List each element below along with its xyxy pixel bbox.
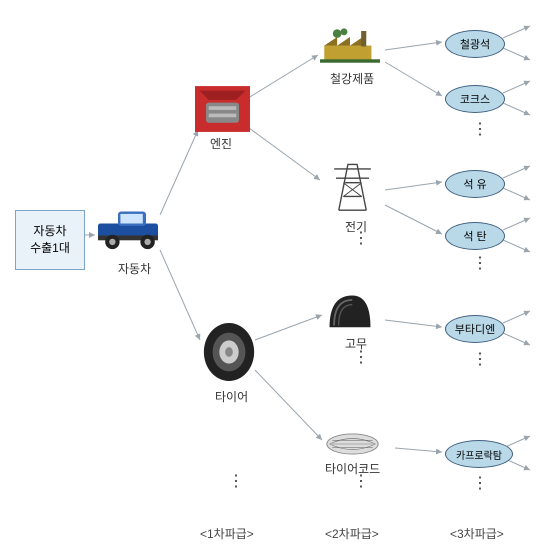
vdots-icon: ⋮ (472, 262, 488, 266)
vdots-icon: ⋮ (472, 482, 488, 486)
caprolactam-label: 카프로락탐 (456, 447, 502, 462)
oil-label: 석 유 (463, 176, 486, 192)
steel-icon (320, 25, 380, 67)
oval-oil: 석 유 (445, 170, 505, 198)
col3-label: <3차파급> (450, 525, 504, 542)
vdots-icon: ⋮ (353, 356, 369, 360)
vdots-icon: ⋮ (353, 237, 369, 241)
steel-label: 철강제품 (330, 70, 374, 87)
col2-label: <2차파급> (325, 525, 379, 542)
oval-caprolactam: 카프로락탐 (445, 440, 513, 468)
rubber-icon (325, 290, 375, 330)
engine-icon (195, 85, 250, 133)
vdots-icon: ⋮ (472, 128, 488, 132)
oval-butadiene: 부타디엔 (445, 315, 505, 343)
electricity-icon (325, 155, 380, 215)
tirecord-icon (325, 430, 380, 458)
coke-label: 코크스 (460, 91, 490, 107)
tire-icon (200, 320, 258, 385)
car-icon (90, 200, 170, 255)
oval-ironore: 철광석 (445, 30, 505, 58)
car-label: 자동차 (118, 260, 151, 277)
coal-label: 석 탄 (463, 228, 486, 244)
engine-label: 엔진 (210, 135, 232, 152)
col1-label: <1차파급> (200, 525, 254, 542)
oval-coal: 석 탄 (445, 222, 505, 250)
vdots-icon: ⋮ (228, 480, 244, 484)
ironore-label: 철광석 (460, 36, 490, 52)
tire-label: 타이어 (215, 388, 248, 405)
oval-coke: 코크스 (445, 85, 505, 113)
root-node: 자동차 수출1대 (15, 210, 85, 270)
butadiene-label: 부타디엔 (455, 321, 495, 337)
vdots-icon: ⋮ (472, 358, 488, 362)
vdots-icon: ⋮ (353, 480, 369, 484)
root-label: 자동차 수출1대 (30, 223, 70, 257)
